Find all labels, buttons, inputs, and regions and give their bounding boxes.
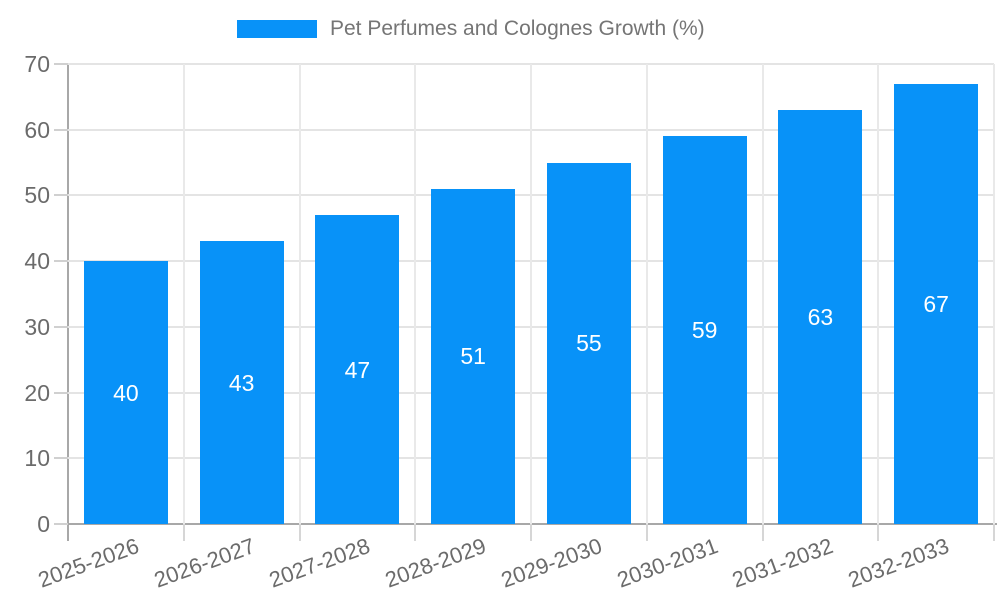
x-tick-mark: [182, 524, 185, 541]
y-tick-label: 70: [24, 51, 50, 77]
grid-line-v: [645, 64, 648, 524]
grid-line-v: [182, 64, 185, 524]
y-tick-label: 10: [24, 445, 50, 472]
x-axis-line: [67, 523, 997, 525]
bar: 40: [83, 261, 168, 524]
grid-line-v: [298, 64, 301, 524]
y-tick-label: 60: [24, 116, 50, 143]
bar-value-label: 40: [113, 379, 139, 406]
grid-line-v: [877, 64, 880, 524]
x-tick-mark: [298, 524, 301, 541]
y-tick-mark: [54, 325, 68, 328]
y-tick-mark: [54, 194, 68, 197]
bar: 59: [662, 136, 747, 524]
bar: 55: [546, 162, 631, 524]
grid-line-v: [761, 64, 764, 524]
legend: Pet Perfumes and Colognes Growth (%): [237, 17, 705, 41]
bar: 51: [431, 188, 516, 524]
x-tick-mark: [530, 524, 532, 541]
bar-value-label: 67: [923, 290, 949, 317]
y-tick-label: 20: [24, 379, 50, 406]
bar-value-label: 59: [691, 317, 718, 344]
y-tick-mark: [54, 128, 68, 131]
y-axis-line: [67, 64, 69, 541]
bar: 63: [778, 110, 863, 524]
y-tick-label: 30: [24, 313, 50, 340]
legend-swatch: [237, 20, 317, 38]
bar: 67: [894, 83, 979, 524]
y-tick-label: 50: [24, 182, 50, 209]
y-tick-mark: [54, 260, 68, 263]
legend-label: Pet Perfumes and Colognes Growth (%): [330, 17, 705, 40]
grid-line-v: [414, 64, 417, 524]
grid-line-v: [993, 64, 995, 524]
bar: 43: [199, 241, 284, 524]
plot-area: 40 43 47 51 55 59 63 67: [68, 63, 995, 524]
x-tick-mark: [993, 524, 995, 541]
bar-value-label: 55: [576, 330, 602, 357]
y-tick-mark: [54, 523, 68, 525]
y-tick-mark: [54, 457, 68, 460]
bar-value-label: 51: [460, 343, 486, 370]
bar-value-label: 63: [807, 304, 834, 330]
x-tick-mark: [645, 524, 648, 541]
y-tick-mark: [54, 63, 68, 65]
bar-value-label: 47: [344, 356, 371, 383]
grid-line-v: [530, 64, 532, 524]
y-tick-label: 0: [37, 511, 50, 537]
bar: 47: [315, 215, 400, 524]
y-tick-mark: [54, 391, 68, 394]
bar-value-label: 43: [228, 369, 255, 396]
x-tick-mark: [761, 524, 764, 541]
x-tick-mark: [414, 524, 417, 541]
x-tick-mark: [877, 524, 880, 541]
y-tick-label: 40: [24, 248, 50, 275]
